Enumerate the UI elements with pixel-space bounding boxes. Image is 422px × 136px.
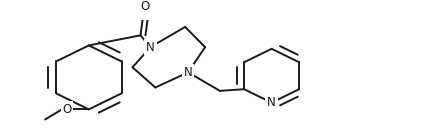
Text: N: N <box>267 96 276 109</box>
Text: O: O <box>141 0 150 13</box>
Text: N: N <box>184 66 192 79</box>
Text: N: N <box>146 41 155 54</box>
Text: O: O <box>62 103 72 116</box>
